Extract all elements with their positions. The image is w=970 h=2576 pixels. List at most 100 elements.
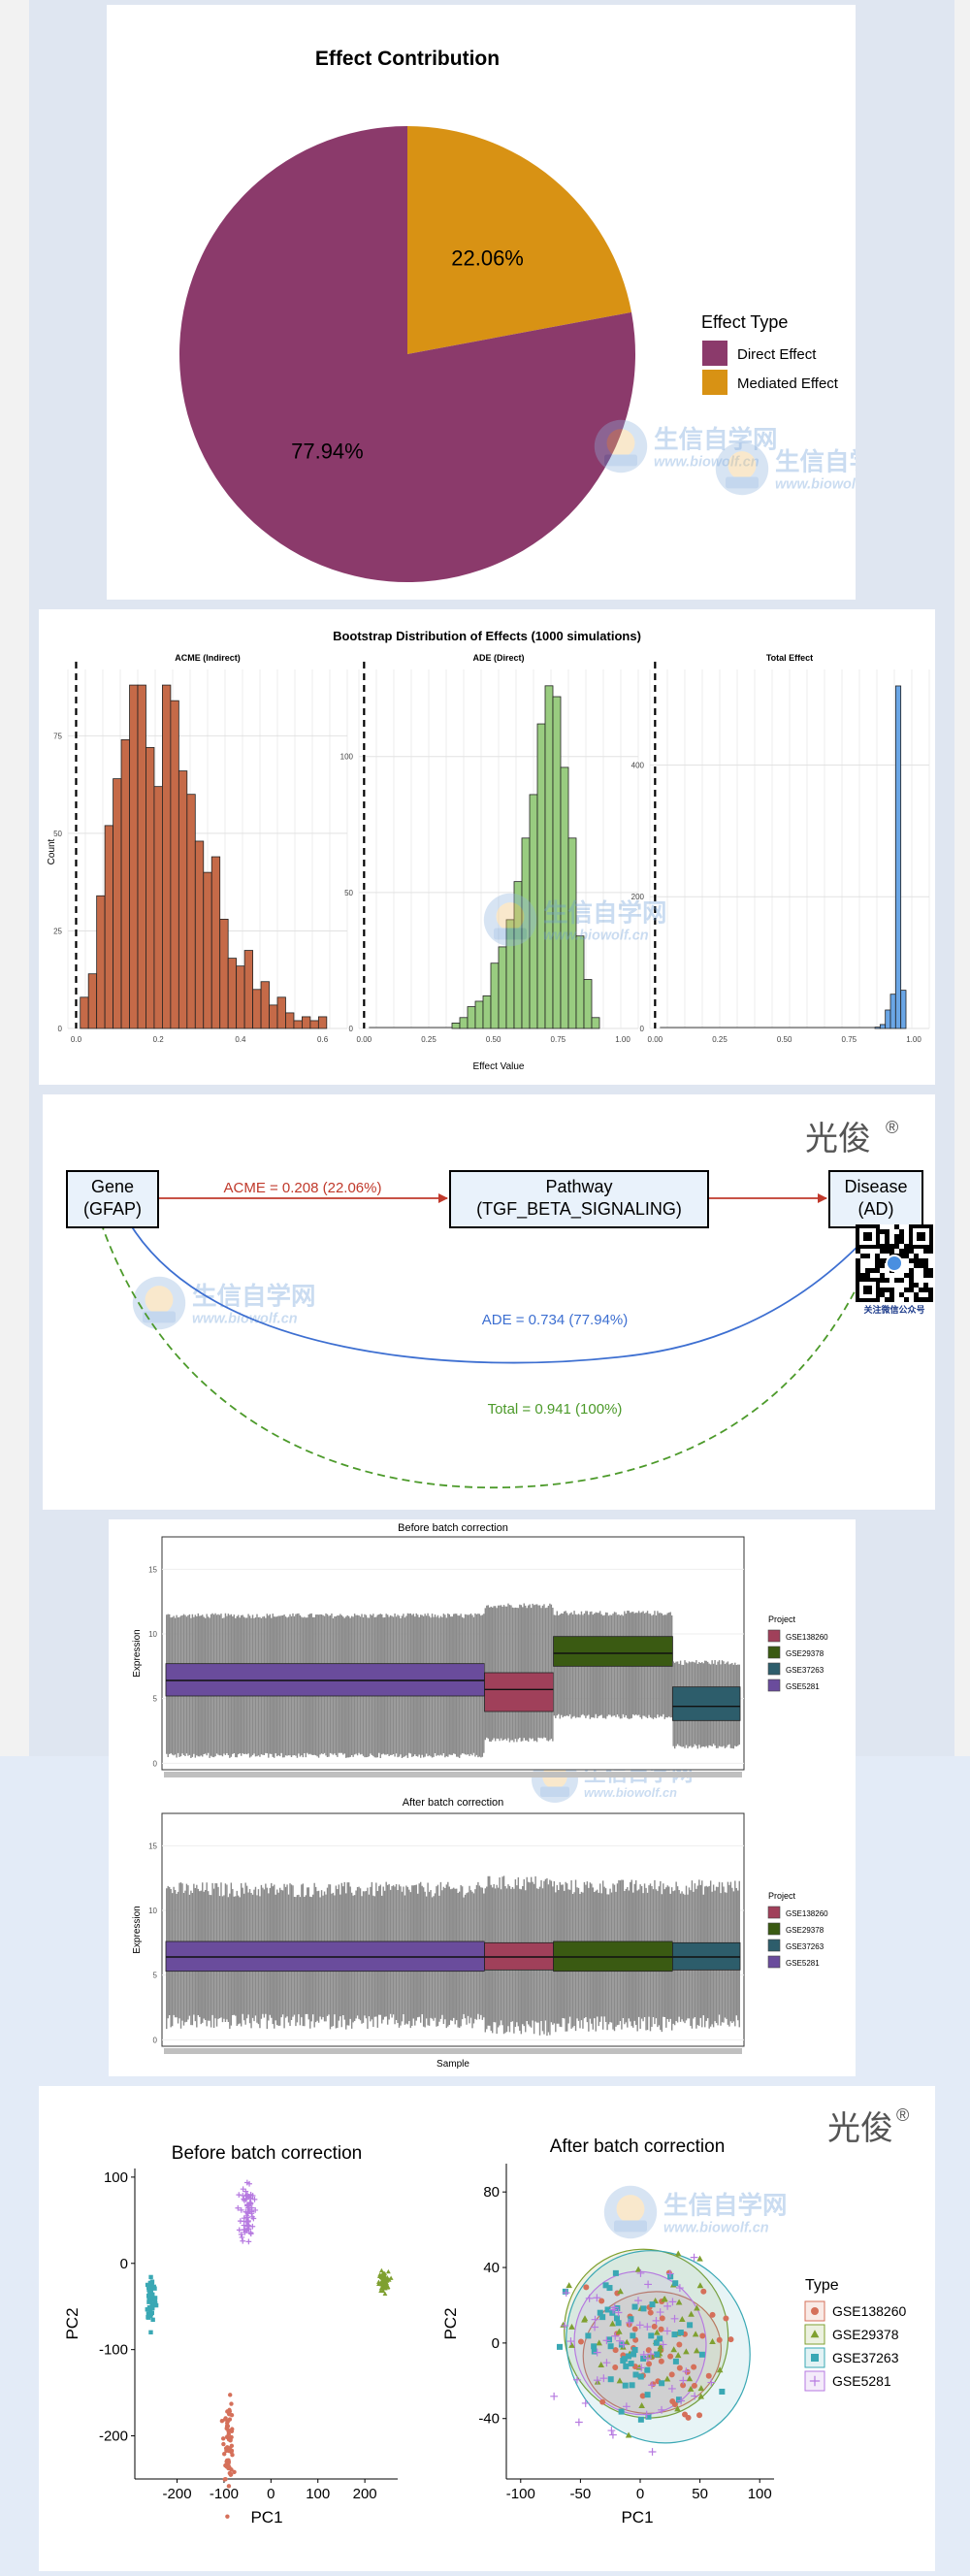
qr-center-logo [886, 1255, 903, 1272]
pca-point [647, 2350, 655, 2359]
brand-mark: 光俊 [827, 2109, 893, 2148]
brand-registered-icon: ® [896, 2105, 909, 2125]
pca-after-y-tick: 0 [492, 2335, 500, 2352]
pca-after-y-tick: -40 [478, 2411, 500, 2428]
boxplot-x-ticklabels [164, 2048, 742, 2054]
qr-module [899, 1254, 904, 1258]
pca-point [148, 2295, 153, 2299]
pca-before-x-tick: 0 [267, 2486, 275, 2502]
qr-finder-core [863, 1286, 872, 1294]
pca-point [380, 2285, 386, 2290]
batch-boxplot-panel: 生信自学网www.biowolf.cn生信自学网www.biowolf.cnBe… [109, 1519, 856, 2076]
pca-point [659, 2340, 667, 2349]
qr-module [904, 1273, 909, 1278]
hist-y-tick: 400 [631, 761, 645, 769]
edge-total [100, 1222, 883, 1489]
pca-point [707, 2378, 716, 2387]
qr-module [928, 1273, 933, 1278]
watermark-book-icon [726, 476, 759, 489]
pca-point [668, 2371, 675, 2378]
node-disease-text: Disease [844, 1177, 907, 1196]
pca-before-x-tick: 200 [353, 2486, 377, 2502]
boxplot-x-ticklabels [164, 1772, 742, 1777]
qr-module [875, 1268, 880, 1273]
pca-point [696, 2282, 704, 2289]
pca-point [678, 2316, 686, 2323]
qr-module [899, 1292, 904, 1297]
boxplot-legend-title: Project [768, 1891, 796, 1901]
pca-point [224, 2426, 229, 2431]
watermark-book-icon [614, 2220, 647, 2233]
node-pathway-text: (TGF_BETA_SIGNALING) [476, 1199, 682, 1220]
hist-x-tick: 0.0 [71, 1035, 82, 1044]
qr-module [889, 1244, 894, 1249]
qr-module [875, 1258, 880, 1263]
boxplot-legend-label: GSE29378 [786, 1649, 824, 1658]
pie-slice-direct [179, 126, 636, 583]
pca-point [654, 2329, 661, 2335]
pca-point [568, 2341, 575, 2348]
pca-point [616, 2377, 624, 2384]
watermark-logo-icon [132, 1276, 186, 1330]
pca-point [692, 2331, 699, 2337]
pca-point [613, 2315, 620, 2322]
pca-legend-label: GSE37263 [832, 2350, 899, 2365]
pca-after-x-tick: 0 [636, 2486, 644, 2502]
pca-point [615, 2320, 622, 2327]
qr-module [923, 1258, 928, 1263]
pca-point [674, 2250, 682, 2257]
qr-code-icon [856, 1224, 933, 1302]
boxplot-box-GSE37263 [672, 1686, 741, 1721]
qr-module [889, 1288, 894, 1292]
hist-y-tick: 50 [344, 889, 353, 897]
hist-bar [879, 1024, 887, 1029]
pca-point [152, 2299, 157, 2304]
qr-module [880, 1249, 885, 1254]
qr-module [885, 1229, 889, 1234]
hist-y-tick: 0 [349, 1025, 354, 1033]
pca-point [670, 2314, 679, 2323]
hist-y-label: Count [47, 838, 57, 864]
watermark-logo-face-icon [496, 902, 525, 931]
pca-point [682, 2367, 691, 2376]
pca-point [241, 2196, 247, 2202]
watermark-url: www.biowolf.cn [775, 476, 856, 492]
pca-point [682, 2411, 689, 2418]
pca-point [630, 2332, 636, 2339]
pie-slice-mediated [407, 126, 632, 354]
bootstrap-histogram-panel: Bootstrap Distribution of Effects (1000 … [39, 609, 935, 1085]
pca-point [148, 2274, 153, 2280]
hist-bar [583, 979, 593, 1029]
qr-module [919, 1297, 923, 1302]
pca-point [385, 2268, 391, 2274]
qr-module [885, 1288, 889, 1292]
hist-bar [87, 973, 98, 1029]
watermark-book-icon [540, 1786, 569, 1797]
qr-module [914, 1254, 919, 1258]
watermark-logo-face-icon [728, 451, 757, 480]
hist-bar [560, 766, 569, 1029]
qr-module [904, 1288, 909, 1292]
hist-bar [889, 994, 896, 1029]
hist-bar [285, 1012, 295, 1029]
boxplot-legend-label: GSE37263 [786, 1942, 824, 1951]
pca-point [665, 2269, 674, 2278]
pca-point [697, 2385, 705, 2392]
qr-module [923, 1288, 928, 1292]
pca-point [626, 2319, 633, 2327]
pca-point [568, 2323, 575, 2330]
node-disease-text: (AD) [858, 1199, 894, 1219]
pca-point [593, 2348, 601, 2357]
hist-bar [498, 946, 507, 1029]
pca-point [810, 2330, 820, 2338]
qr-caption: 关注微信公众号 [863, 1304, 924, 1316]
pca-point [674, 2352, 682, 2359]
pca-point [614, 2305, 621, 2312]
hist-bar [227, 958, 238, 1029]
pca-point [657, 2335, 663, 2342]
pca-point [610, 2303, 619, 2312]
pca-after-x-tick: -100 [506, 2486, 535, 2502]
pca-point [690, 2253, 698, 2262]
pca-point [581, 2315, 589, 2322]
pca-point [649, 2301, 656, 2308]
